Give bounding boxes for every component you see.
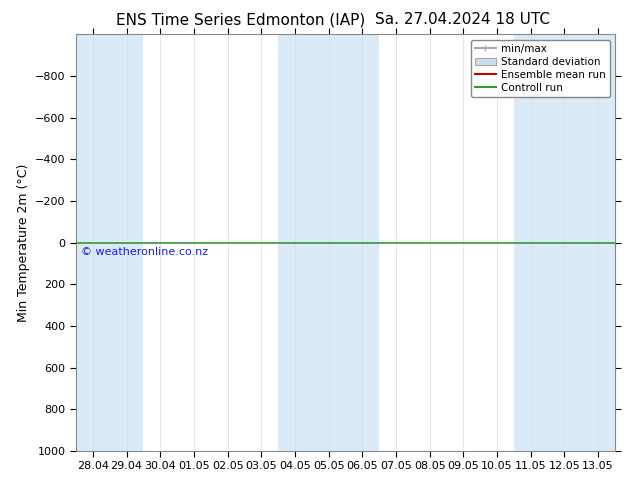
Bar [278,34,379,451]
Text: © weatheronline.co.nz: © weatheronline.co.nz [81,246,209,257]
Y-axis label: Min Temperature 2m (°C): Min Temperature 2m (°C) [16,163,30,322]
Text: Sa. 27.04.2024 18 UTC: Sa. 27.04.2024 18 UTC [375,12,550,27]
Text: ENS Time Series Edmonton (IAP): ENS Time Series Edmonton (IAP) [116,12,366,27]
Legend: min/max, Standard deviation, Ensemble mean run, Controll run: min/max, Standard deviation, Ensemble me… [470,40,610,97]
Bar [514,34,615,451]
Bar [76,34,143,451]
